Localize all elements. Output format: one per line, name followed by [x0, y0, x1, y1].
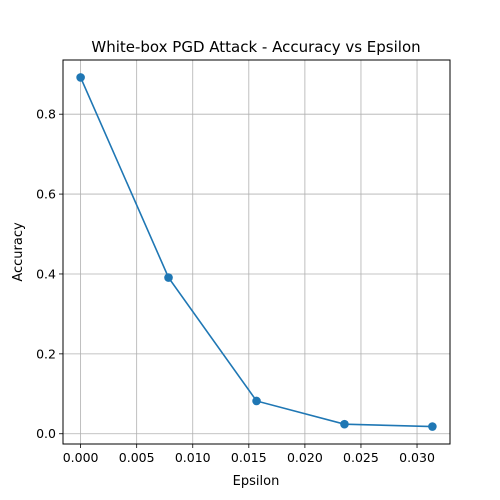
- series: [76, 73, 437, 431]
- y-tick-label: 0.8: [36, 107, 56, 122]
- x-tick-label: 0.005: [119, 450, 155, 465]
- data-point: [428, 422, 437, 431]
- grid: [63, 60, 450, 444]
- x-tick-label: 0.025: [343, 450, 379, 465]
- x-ticks: 0.000 0.005 0.010 0.015 0.020 0.025 0.030: [63, 444, 435, 465]
- x-tick-label: 0.015: [231, 450, 267, 465]
- data-point: [164, 273, 173, 282]
- y-tick-label: 0.2: [36, 346, 56, 361]
- y-tick-label: 0.0: [36, 426, 56, 441]
- y-tick-label: 0.6: [36, 187, 56, 202]
- y-axis-label: Accuracy: [11, 222, 26, 282]
- chart-title: White-box PGD Attack - Accuracy vs Epsil…: [91, 38, 420, 56]
- x-tick-label: 0.000: [63, 450, 99, 465]
- data-point: [340, 419, 349, 429]
- x-tick-label: 0.020: [287, 450, 323, 465]
- x-axis-label: Epsilon: [233, 474, 280, 489]
- data-point: [76, 73, 85, 82]
- x-tick-label: 0.030: [399, 450, 435, 465]
- y-ticks: 0.0 0.2 0.4 0.6 0.8: [36, 107, 63, 441]
- data-point: [252, 396, 261, 406]
- plot-frame: [62, 59, 451, 445]
- y-tick-label: 0.4: [36, 266, 56, 281]
- x-tick-label: 0.010: [175, 450, 211, 465]
